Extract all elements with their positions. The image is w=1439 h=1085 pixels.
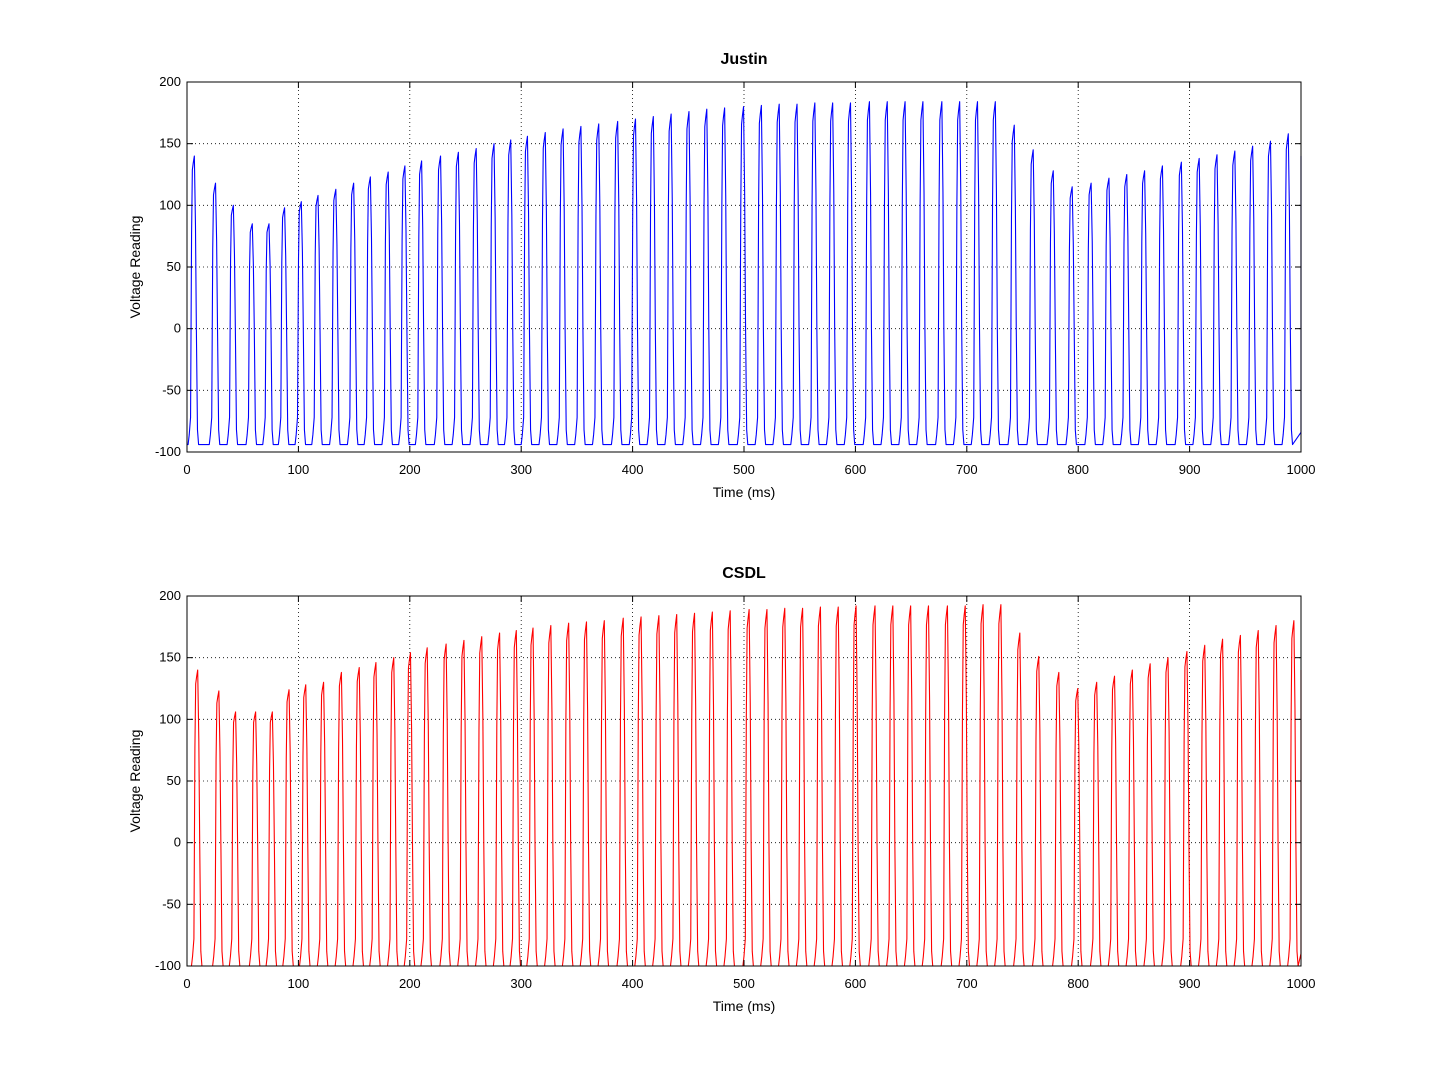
y-tick-label: 100 xyxy=(159,711,181,726)
axis-ticks: 0 100 200 300 400 500 600 700 800 900 100020015010… xyxy=(155,588,1315,991)
x-tick-label: 600 xyxy=(845,462,867,477)
y-tick-label: 200 xyxy=(159,74,181,89)
series-line xyxy=(187,101,1302,446)
x-tick-label: 100 xyxy=(288,462,310,477)
y-tick-label: 50 xyxy=(167,773,181,788)
x-tick-label: 200 xyxy=(399,976,421,991)
chart-panel-justin: 0 100 200 300 400 500 600 700 800 900 100020015010… xyxy=(127,51,1315,500)
x-tick-label: 400 xyxy=(622,976,644,991)
x-tick-label: 800 xyxy=(1067,976,1089,991)
x-tick-label: 0 xyxy=(183,462,190,477)
x-tick-label: 100 xyxy=(288,976,310,991)
y-axis-label: Voltage Reading xyxy=(127,216,143,319)
chart-panel-csdl: 0 100 200 300 400 500 600 700 800 900 100020015010… xyxy=(127,565,1315,1014)
chart-title: Justin xyxy=(720,51,767,68)
x-axis-label: Time (ms) xyxy=(713,998,775,1014)
y-tick-label: 100 xyxy=(159,197,181,212)
axis-ticks: 0 100 200 300 400 500 600 700 800 900 100020015010… xyxy=(155,74,1315,477)
chart-title: CSDL xyxy=(722,565,766,582)
x-tick-label: 600 xyxy=(845,976,867,991)
x-tick-label: 900 xyxy=(1179,462,1201,477)
x-tick-label: 1000 xyxy=(1287,976,1316,991)
x-tick-label: 400 xyxy=(622,462,644,477)
x-tick-label: 300 xyxy=(510,976,532,991)
y-tick-label: -50 xyxy=(162,896,181,911)
x-tick-label: 500 xyxy=(733,462,755,477)
series-justin xyxy=(187,101,1302,446)
x-tick-label: 700 xyxy=(956,462,978,477)
x-tick-label: 1000 xyxy=(1287,462,1316,477)
y-tick-label: -50 xyxy=(162,382,181,397)
x-tick-label: 200 xyxy=(399,462,421,477)
y-tick-label: -100 xyxy=(155,444,181,459)
y-axis-label: Voltage Reading xyxy=(127,730,143,833)
x-tick-label: 500 xyxy=(733,976,755,991)
y-tick-label: 0 xyxy=(174,835,181,850)
y-tick-label: -100 xyxy=(155,958,181,973)
y-tick-label: 200 xyxy=(159,588,181,603)
x-tick-label: 0 xyxy=(183,976,190,991)
x-tick-label: 700 xyxy=(956,976,978,991)
y-tick-label: 0 xyxy=(174,321,181,336)
x-tick-label: 300 xyxy=(510,462,532,477)
y-tick-label: 150 xyxy=(159,136,181,151)
x-axis-label: Time (ms) xyxy=(713,484,775,500)
y-tick-label: 50 xyxy=(167,259,181,274)
x-tick-label: 800 xyxy=(1067,462,1089,477)
x-tick-label: 900 xyxy=(1179,976,1201,991)
y-tick-label: 150 xyxy=(159,650,181,665)
